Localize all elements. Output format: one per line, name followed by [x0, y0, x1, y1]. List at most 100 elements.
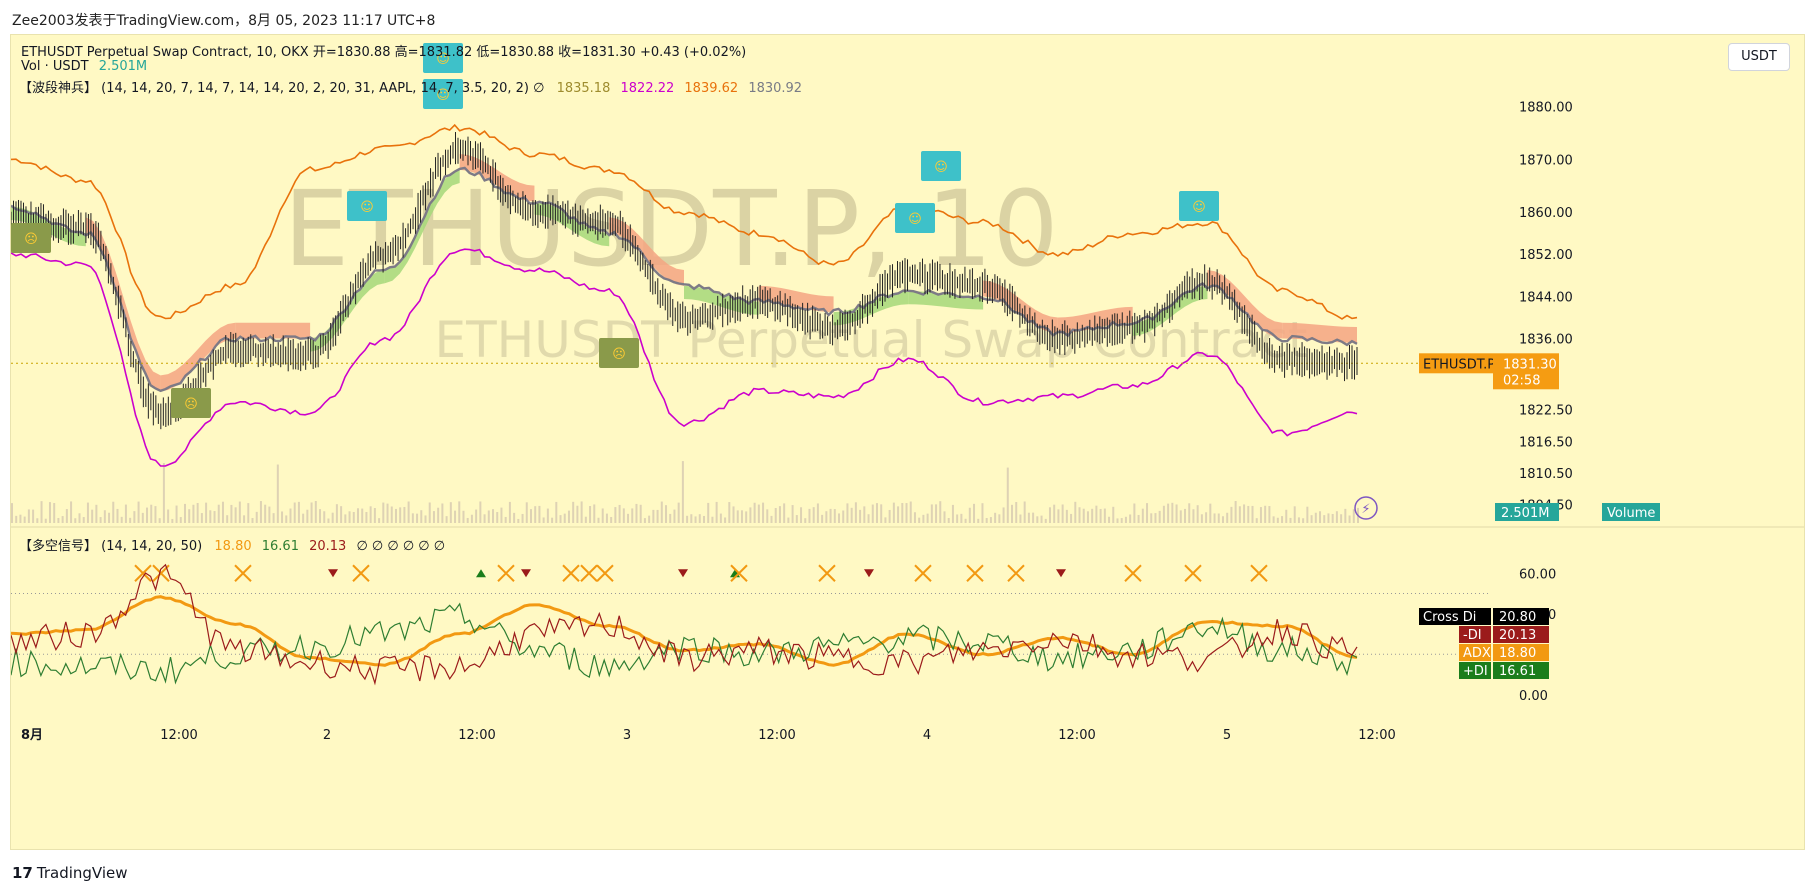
volume-bar-26: [120, 516, 123, 523]
volume-bar-87: [378, 518, 381, 523]
volume-bar-17: [82, 517, 85, 523]
volume-bar-64: [281, 511, 284, 523]
sell-triangle-icon-19: [1056, 569, 1066, 578]
volume-bar-175: [749, 507, 752, 523]
volume-bar-123: [529, 509, 532, 523]
volume-bar-237: [1011, 504, 1014, 523]
volume-bar-115: [496, 512, 499, 523]
volume-bar-132: [567, 510, 570, 523]
volume-bar-136: [584, 516, 587, 523]
volume-bar-144: [618, 504, 621, 523]
volume-bar-143: [614, 507, 617, 523]
volume-bar-279: [1188, 503, 1191, 523]
volume-bar-74: [323, 511, 326, 523]
minus-badge-value-bg: [1493, 626, 1549, 643]
volume-bar-177: [757, 504, 760, 523]
volume-bar-94: [407, 501, 410, 523]
volume-bar-6: [36, 518, 39, 523]
volume-bar-174: [745, 511, 748, 523]
volume-bar-278: [1184, 508, 1187, 523]
volume-bar-272: [1158, 510, 1161, 523]
volume-bar-172: [736, 510, 739, 523]
volume-bar-238: [1015, 501, 1018, 523]
volume-bar-93: [403, 506, 406, 523]
volume-bar-184: [787, 517, 790, 523]
volume-bar-126: [542, 517, 545, 523]
price-tick-0: 1880.00: [1519, 101, 1573, 116]
cloud-segment-3: [235, 322, 311, 339]
volume-bar-318: [1352, 509, 1355, 523]
volume-bar-112: [483, 514, 486, 523]
volume-bar-124: [534, 506, 537, 523]
time-tick-8: 5: [1223, 728, 1231, 743]
chart-area[interactable]: ETHUSDT.P, 10 ETHUSDT Perpetual Swap Cont…: [10, 34, 1805, 850]
osc-line-di: [11, 563, 1358, 686]
volume-bar-109: [470, 514, 473, 523]
volume-bar-280: [1192, 509, 1195, 523]
volume-bar-159: [681, 461, 684, 523]
volume-bar-1: [15, 515, 18, 523]
volume-bar-291: [1238, 506, 1241, 523]
volume-bar-218: [930, 504, 933, 523]
top-bar: Zee2003发表于TradingView.com，8月 05, 2023 11…: [0, 0, 1815, 34]
volume-bar-68: [297, 501, 300, 523]
volume-bar-192: [821, 514, 824, 523]
sell-triangle-icon-7: [521, 569, 531, 578]
cross-signal-icon-6: [497, 564, 515, 582]
tradingview-logo[interactable]: 17 TradingView: [12, 864, 128, 882]
volume-bar-85: [369, 506, 372, 523]
smiling-face-icon-6: ☺: [908, 212, 922, 227]
volume-bar-246: [1048, 507, 1051, 523]
volume-bar-140: [601, 508, 604, 523]
volume-bar-18: [86, 502, 89, 523]
volume-bar-31: [141, 512, 144, 523]
cloud-segment-1: [85, 217, 161, 392]
volume-bar-191: [816, 503, 819, 523]
grid-layer: [11, 526, 1804, 655]
sick-face-icon-bg-0: [11, 223, 51, 253]
cross-signal-icon-18: [1007, 564, 1025, 582]
volume-bar-152: [652, 509, 655, 523]
volume-bar-63: [276, 464, 279, 523]
cloud-segment-10: [758, 285, 834, 313]
volume-bar-212: [905, 503, 908, 523]
volume-bar-89: [386, 503, 389, 523]
volume-bar-38: [171, 518, 174, 523]
cloud-segment-5: [384, 169, 460, 284]
volume-bar-209: [892, 502, 895, 523]
volume-bar-194: [829, 508, 832, 523]
watermark-name: ETHUSDT Perpetual Swap Contract: [435, 311, 1308, 369]
signal-markers: ☹ ☹ ☺ ☺ ☺ ☹ ☺ ☺ ☺: [11, 43, 1268, 582]
volume-bar-40: [179, 517, 182, 523]
volume-bar-277: [1179, 510, 1182, 523]
volume-bar-171: [732, 506, 735, 523]
volume-bar-142: [610, 516, 613, 523]
indicator-value-3: 1839.62: [684, 81, 739, 96]
volume-bar-13: [65, 509, 68, 523]
volume-bar-200: [854, 502, 857, 523]
cloud-segment-16: [1207, 270, 1283, 339]
volume-bar-273: [1162, 505, 1165, 523]
currency-button[interactable]: USDT: [1728, 43, 1790, 71]
lower-band-line: [11, 248, 1358, 467]
volume-bar-178: [762, 502, 765, 523]
volume-bar-41: [183, 503, 186, 523]
volume-bar-183: [783, 503, 786, 523]
volume-bar-262: [1116, 518, 1119, 523]
price-badge: 1831.30: [1503, 357, 1557, 372]
smiling-face-icon-3: ☺: [436, 88, 450, 103]
osc-tick-2: 0.00: [1519, 689, 1548, 704]
volume-bar-155: [665, 505, 668, 523]
volume-bar-156: [669, 513, 672, 523]
volume-bar-250: [1065, 509, 1068, 523]
adx-badge-label: ADX: [1463, 646, 1491, 661]
volume-bar-275: [1171, 502, 1174, 523]
volume-bar-9: [48, 502, 51, 523]
smiling-face-icon-2: ☺: [360, 200, 374, 215]
smiling-face-icon-4: ☺: [436, 52, 450, 67]
volume-bar-228: [973, 503, 976, 523]
time-tick-5: 12:00: [758, 728, 795, 743]
volume-bar-42: [188, 509, 191, 523]
volume-bar-206: [880, 504, 883, 523]
